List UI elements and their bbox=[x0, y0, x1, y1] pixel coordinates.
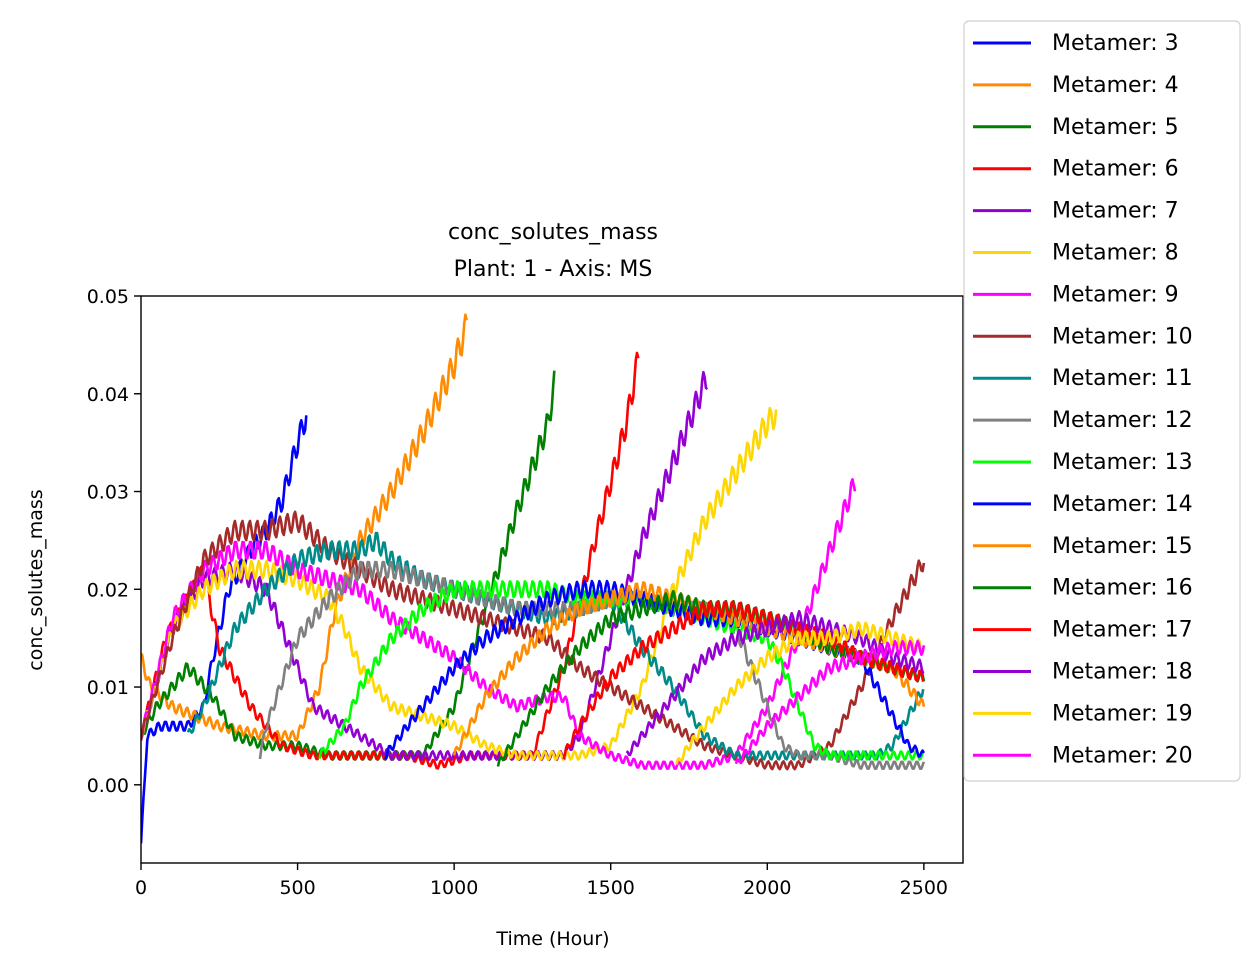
y-tick-label: 0.00 bbox=[87, 775, 129, 797]
x-tick-label: 500 bbox=[279, 877, 315, 899]
chart-title: conc_solutes_mass bbox=[448, 220, 658, 245]
x-axis-label: Time (Hour) bbox=[495, 928, 609, 950]
legend-box bbox=[963, 20, 1241, 782]
y-tick-label: 0.01 bbox=[87, 677, 129, 699]
x-tick-label: 1000 bbox=[430, 877, 478, 899]
legend-label: Metamer: 16 bbox=[1052, 576, 1193, 601]
series-line-metamer-17 bbox=[562, 600, 925, 760]
x-tick-label: 2500 bbox=[900, 877, 948, 899]
series-line-metamer-13 bbox=[318, 580, 925, 761]
series-line-metamer-18 bbox=[625, 609, 925, 757]
y-axis: 0.00 0.01 0.02 0.03 0.04 0.05 bbox=[87, 286, 141, 797]
legend-label: Metamer: 3 bbox=[1052, 31, 1179, 56]
legend: Metamer: 3 Metamer: 4 Metamer: 5 Metamer: 6… bbox=[963, 20, 1241, 782]
legend-label: Metamer: 18 bbox=[1052, 660, 1193, 685]
legend-label: Metamer: 9 bbox=[1052, 282, 1179, 307]
series-line-metamer-4 bbox=[141, 313, 468, 742]
legend-label: Metamer: 12 bbox=[1052, 408, 1193, 433]
legend-items: Metamer: 3 Metamer: 4 Metamer: 5 Metamer: 6… bbox=[973, 31, 1193, 768]
legend-label: Metamer: 19 bbox=[1052, 701, 1193, 726]
legend-label: Metamer: 6 bbox=[1052, 157, 1179, 182]
series-line-metamer-20 bbox=[734, 639, 926, 765]
series-line-metamer-19 bbox=[675, 621, 925, 765]
y-tick-label: 0.05 bbox=[87, 286, 129, 308]
x-axis: 0 500 1000 1500 2000 2500 bbox=[135, 863, 948, 899]
legend-label: Metamer: 10 bbox=[1052, 324, 1193, 349]
legend-label: Metamer: 17 bbox=[1052, 618, 1193, 643]
y-tick-label: 0.03 bbox=[87, 482, 129, 504]
x-tick-label: 1500 bbox=[587, 877, 635, 899]
legend-label: Metamer: 14 bbox=[1052, 492, 1193, 517]
x-tick-label: 0 bbox=[135, 877, 147, 899]
y-axis-label: conc_solutes_mass bbox=[25, 489, 47, 670]
x-tick-label: 2000 bbox=[743, 877, 791, 899]
legend-label: Metamer: 20 bbox=[1052, 743, 1193, 768]
series-line-metamer-3 bbox=[141, 415, 308, 844]
legend-label: Metamer: 5 bbox=[1052, 115, 1179, 140]
legend-label: Metamer: 8 bbox=[1052, 241, 1179, 266]
plot-frame bbox=[140, 295, 964, 864]
legend-label: Metamer: 4 bbox=[1052, 73, 1179, 98]
chart-subtitle: Plant: 1 - Axis: MS bbox=[454, 257, 653, 282]
legend-label: Metamer: 7 bbox=[1052, 199, 1179, 224]
series-layer bbox=[141, 313, 926, 844]
legend-label: Metamer: 13 bbox=[1052, 450, 1193, 475]
y-tick-label: 0.04 bbox=[87, 384, 129, 406]
y-tick-label: 0.02 bbox=[87, 579, 129, 601]
legend-label: Metamer: 15 bbox=[1052, 534, 1193, 559]
legend-label: Metamer: 11 bbox=[1052, 366, 1193, 391]
